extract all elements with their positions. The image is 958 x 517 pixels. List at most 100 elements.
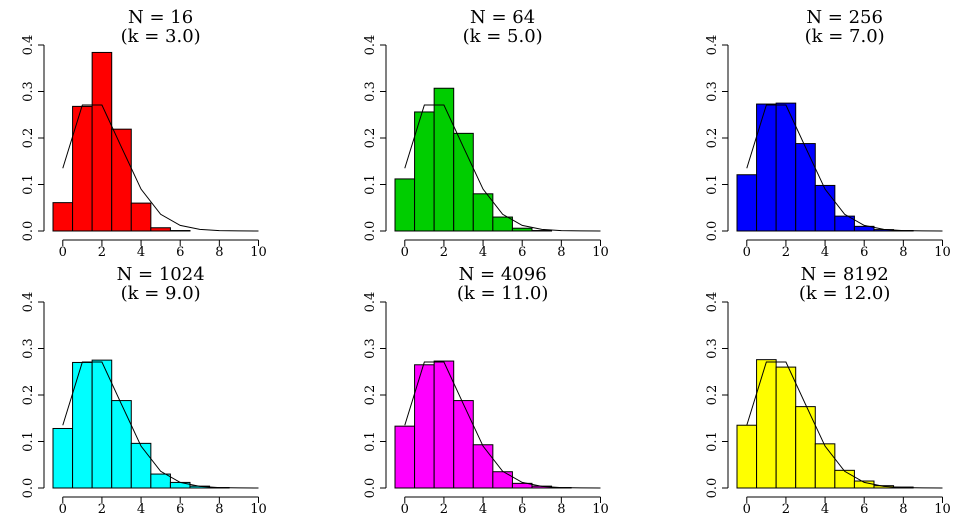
- y-tick-label: 0.0: [363, 478, 378, 499]
- y-tick-label: 0.2: [705, 385, 720, 406]
- y-tick-label: 0.4: [363, 35, 378, 56]
- panel-title: N = 64: [470, 7, 535, 28]
- histogram-bar: [814, 184, 836, 232]
- y-tick-label: 0.1: [705, 174, 720, 195]
- panel-title: N = 256: [806, 7, 883, 28]
- x-tick-label: 4: [821, 245, 829, 260]
- x-tick-label: 6: [860, 245, 868, 260]
- y-tick-label: 0.4: [21, 35, 36, 56]
- x-tick-label: 4: [479, 245, 487, 260]
- histogram-panel-4: N = 1024(k = 9.0) 0.0 0.1 0.2 0.3 0.4 0 2 4 6 8 10: [21, 264, 267, 517]
- histogram-bar: [736, 424, 758, 489]
- x-tick-label: 4: [821, 502, 829, 517]
- x-tick-label: 10: [592, 502, 609, 517]
- x-tick-label: 10: [592, 245, 609, 260]
- y-tick-label: 0.4: [705, 35, 720, 56]
- histogram-panel-5: N = 4096(k = 11.0) 0.0 0.1 0.2 0.3 0.4 0 2 4 6 8 10: [363, 264, 609, 517]
- histogram-bar: [414, 111, 435, 232]
- histogram-bar: [736, 174, 758, 232]
- reference-curve: [62, 104, 259, 232]
- y-tick-label: 0.3: [21, 338, 36, 359]
- x-tick-label: 8: [557, 502, 565, 517]
- y-tick-label: 0.2: [21, 385, 36, 406]
- histogram-bar: [150, 473, 171, 489]
- y-tick-label: 0.1: [363, 174, 378, 195]
- reference-curve: [746, 361, 943, 489]
- y-tick-label: 0.3: [363, 338, 378, 359]
- panel-title: N = 8192: [801, 264, 889, 285]
- histogram-bar: [814, 443, 836, 489]
- histogram-panel-6: N = 8192(k = 12.0) 0.0 0.1 0.2 0.3 0.4 0 2 4 6 8 10: [705, 264, 951, 517]
- histogram-bar: [91, 359, 113, 489]
- x-tick-label: 8: [557, 245, 565, 260]
- y-tick-label: 0.0: [363, 221, 378, 242]
- panel-subtitle: (k = 12.0): [799, 283, 891, 304]
- x-tick-label: 8: [899, 502, 907, 517]
- histogram-bar: [72, 105, 93, 232]
- x-tick-label: 8: [215, 245, 223, 260]
- x-tick-label: 2: [98, 245, 106, 260]
- y-tick-label: 0.4: [21, 292, 36, 313]
- y-tick-label: 0.0: [705, 478, 720, 499]
- histogram-bar: [72, 361, 93, 489]
- panel-subtitle: (k = 5.0): [463, 26, 543, 47]
- histogram-bar: [394, 178, 416, 232]
- y-tick-label: 0.3: [363, 81, 378, 102]
- histogram-bar: [511, 227, 533, 232]
- y-tick-label: 0.0: [21, 478, 36, 499]
- x-tick-label: 0: [59, 502, 67, 517]
- histogram-bar: [91, 51, 113, 232]
- reference-curve: [62, 361, 259, 489]
- histogram-bar: [453, 400, 474, 489]
- histogram-bar: [834, 215, 855, 232]
- histogram-bar: [775, 102, 797, 232]
- y-tick-label: 0.1: [21, 174, 36, 195]
- x-tick-label: 4: [137, 245, 145, 260]
- histogram-bar: [472, 444, 494, 489]
- x-tick-label: 0: [743, 502, 751, 517]
- histogram-bar: [169, 481, 191, 489]
- histogram-bar: [853, 225, 875, 232]
- y-tick-label: 0.0: [705, 221, 720, 242]
- y-tick-label: 0.3: [705, 81, 720, 102]
- histogram-bar: [472, 193, 494, 232]
- y-tick-label: 0.1: [705, 431, 720, 452]
- reference-curve: [404, 361, 601, 489]
- histogram-bar: [150, 227, 171, 232]
- x-tick-label: 8: [215, 502, 223, 517]
- x-tick-label: 2: [440, 502, 448, 517]
- y-tick-label: 0.0: [21, 221, 36, 242]
- y-tick-label: 0.4: [363, 292, 378, 313]
- histogram-bar: [492, 471, 513, 489]
- panel-title: N = 4096: [459, 264, 547, 285]
- y-tick-label: 0.2: [705, 128, 720, 149]
- x-tick-label: 6: [518, 245, 526, 260]
- y-tick-label: 0.3: [705, 338, 720, 359]
- histogram-bar: [130, 202, 152, 232]
- histogram-bar: [756, 103, 777, 232]
- x-tick-label: 4: [137, 502, 145, 517]
- x-tick-label: 8: [899, 245, 907, 260]
- reference-curve: [746, 104, 943, 232]
- x-tick-label: 2: [782, 502, 790, 517]
- histogram-bar: [394, 425, 416, 489]
- histogram-bar: [834, 469, 855, 489]
- histogram-bar: [756, 359, 777, 489]
- x-tick-label: 6: [176, 502, 184, 517]
- panel-subtitle: (k = 7.0): [805, 26, 885, 47]
- x-tick-label: 10: [250, 502, 267, 517]
- x-tick-label: 2: [782, 245, 790, 260]
- y-tick-label: 0.2: [363, 385, 378, 406]
- x-tick-label: 4: [479, 502, 487, 517]
- reference-curve: [404, 104, 601, 232]
- histogram-panel-3: N = 256(k = 7.0) 0.0 0.1 0.2 0.3 0.4 0 2 4 6 8 10: [705, 7, 951, 260]
- y-tick-label: 0.3: [21, 81, 36, 102]
- histogram-bar: [795, 143, 816, 232]
- y-tick-label: 0.4: [705, 292, 720, 313]
- histogram-bar: [52, 202, 74, 232]
- y-tick-label: 0.2: [363, 128, 378, 149]
- x-tick-label: 6: [518, 502, 526, 517]
- x-tick-label: 2: [440, 245, 448, 260]
- y-tick-label: 0.1: [363, 431, 378, 452]
- panel-subtitle: (k = 3.0): [121, 26, 201, 47]
